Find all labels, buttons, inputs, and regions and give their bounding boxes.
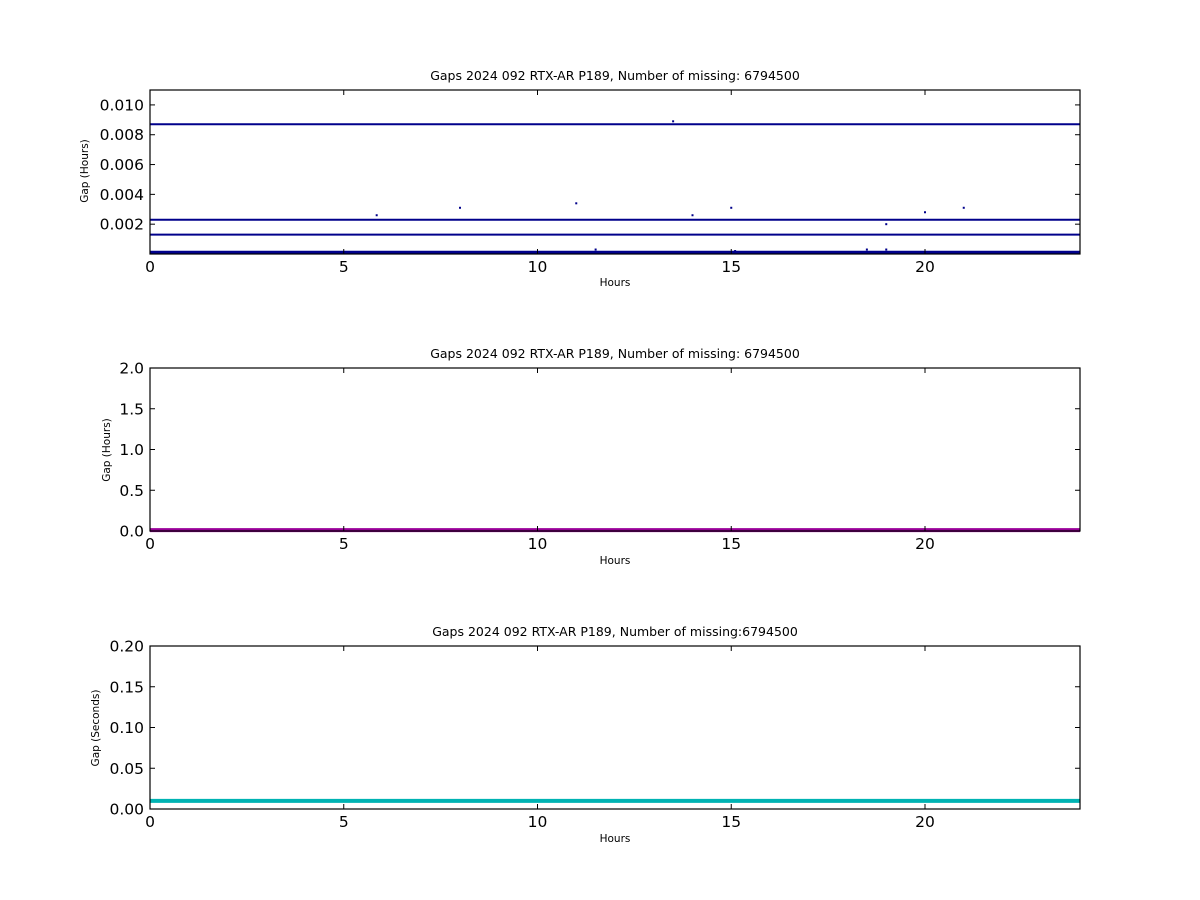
panel-1-data-point (575, 202, 578, 205)
x-tick-label: 10 (528, 813, 548, 831)
panel-1-data-point (730, 206, 733, 209)
y-tick-label: 0.006 (100, 156, 144, 174)
x-tick-label: 15 (721, 813, 741, 831)
x-tick-label: 15 (721, 258, 741, 276)
x-tick-label: 5 (339, 813, 349, 831)
panel-1-data-point (734, 250, 737, 253)
panel-3-ticks: 0 5 10 15 20 0.00 0.05 0.10 0.15 0.20 (109, 638, 1080, 831)
x-tick-label: 10 (528, 258, 548, 276)
y-tick-label: 0.15 (109, 678, 144, 696)
x-tick-label: 0 (145, 258, 155, 276)
panel-1-data-point (885, 223, 888, 226)
x-tick-label: 5 (339, 535, 349, 553)
panel-3-frame (149, 645, 1081, 810)
x-tick-label: 0 (145, 813, 155, 831)
panel-2-title: Gaps 2024 092 RTX-AR P189, Number of mis… (430, 346, 800, 361)
panel-3-xlabel: Hours (600, 833, 631, 845)
x-tick-label: 0 (145, 535, 155, 553)
panel-3-title: Gaps 2024 092 RTX-AR P189, Number of mis… (432, 624, 798, 639)
panel-3-ylabel: Gap (Seconds) (90, 690, 102, 767)
x-tick-label: 15 (721, 535, 741, 553)
panel-2-ticks: 0 5 10 15 20 0.0 0.5 1.0 1.5 2.0 (119, 360, 1080, 553)
y-tick-label: 0.004 (100, 186, 144, 204)
panel-1-data-point (924, 211, 926, 214)
panel-1-data-point (691, 214, 694, 217)
y-tick-label: 0.5 (119, 482, 144, 500)
y-tick-label: 0.10 (109, 719, 144, 737)
x-tick-label: 20 (915, 258, 935, 276)
panel-1-data-point (672, 120, 675, 123)
x-tick-label: 5 (339, 258, 349, 276)
panel-1-data-point (594, 248, 597, 251)
y-tick-label: 0.002 (100, 216, 144, 234)
panel-1-data-point (962, 206, 965, 209)
panel-1-marks (150, 120, 1080, 255)
x-tick-label: 20 (915, 535, 935, 553)
panel-1-xlabel: Hours (600, 277, 631, 289)
panel-1-frame (149, 89, 1081, 255)
panel-1-ticks: 0 5 10 15 20 0.002 0.004 0.006 0.008 0.010 (100, 90, 1080, 276)
panel-1-data-point (375, 214, 378, 217)
panel-2-frame (149, 367, 1081, 532)
x-tick-label: 20 (915, 813, 935, 831)
y-tick-label: 1.0 (119, 441, 144, 459)
panel-1-title: Gaps 2024 092 RTX-AR P189, Number of mis… (430, 68, 800, 83)
y-tick-label: 1.5 (119, 400, 144, 418)
panel-1-data-point (459, 206, 461, 209)
panel-2-ylabel: Gap (Hours) (101, 418, 113, 482)
y-tick-label: 0.008 (100, 126, 144, 144)
y-tick-label: 0.00 (109, 801, 144, 819)
y-tick-label: 0.010 (100, 96, 144, 114)
panel-1: Gaps 2024 092 RTX-AR P189, Number of mis… (79, 68, 1081, 289)
panel-3: Gaps 2024 092 RTX-AR P189, Number of mis… (90, 624, 1081, 845)
panel-1-ylabel: Gap (Hours) (79, 139, 91, 203)
y-tick-label: 0.0 (119, 523, 144, 541)
y-tick-label: 2.0 (119, 360, 144, 378)
x-tick-label: 10 (528, 535, 548, 553)
panel-2-xlabel: Hours (600, 555, 631, 567)
panel-1-data-point (885, 248, 888, 251)
panel-1-data-point (865, 248, 868, 251)
y-tick-label: 0.20 (109, 638, 144, 656)
panel-2: Gaps 2024 092 RTX-AR P189, Number of mis… (101, 346, 1081, 567)
y-tick-label: 0.05 (109, 760, 144, 778)
